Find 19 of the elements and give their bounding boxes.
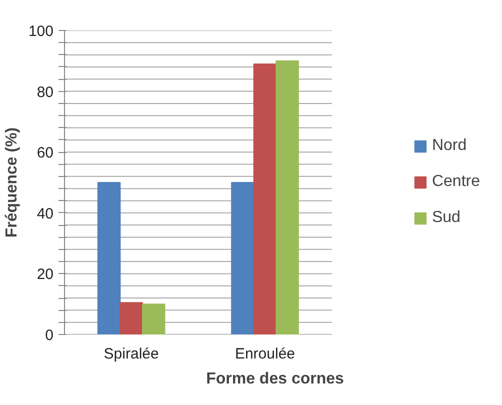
bar <box>142 304 166 334</box>
legend-label: Nord <box>432 137 467 155</box>
x-tick-label: Spiralée <box>104 346 159 362</box>
x-tick-label: Enroulée <box>234 346 295 362</box>
y-axis-title: Fréquence (%) <box>3 127 20 238</box>
y-tick-label: 100 <box>28 23 54 40</box>
bar <box>253 63 277 334</box>
legend-label: Centre <box>432 173 480 191</box>
bar <box>231 182 254 334</box>
y-tick-label: 40 <box>36 205 54 222</box>
legend-label: Sud <box>432 209 460 227</box>
bar <box>276 60 299 334</box>
y-tick-label: 60 <box>36 144 54 162</box>
y-tick-label: 0 <box>45 327 54 344</box>
bar <box>120 302 143 334</box>
y-tick-label: 20 <box>36 266 54 284</box>
x-axis-title: Forme des cornes <box>206 370 344 388</box>
bar <box>97 182 121 334</box>
y-tick-label: 80 <box>36 84 54 101</box>
